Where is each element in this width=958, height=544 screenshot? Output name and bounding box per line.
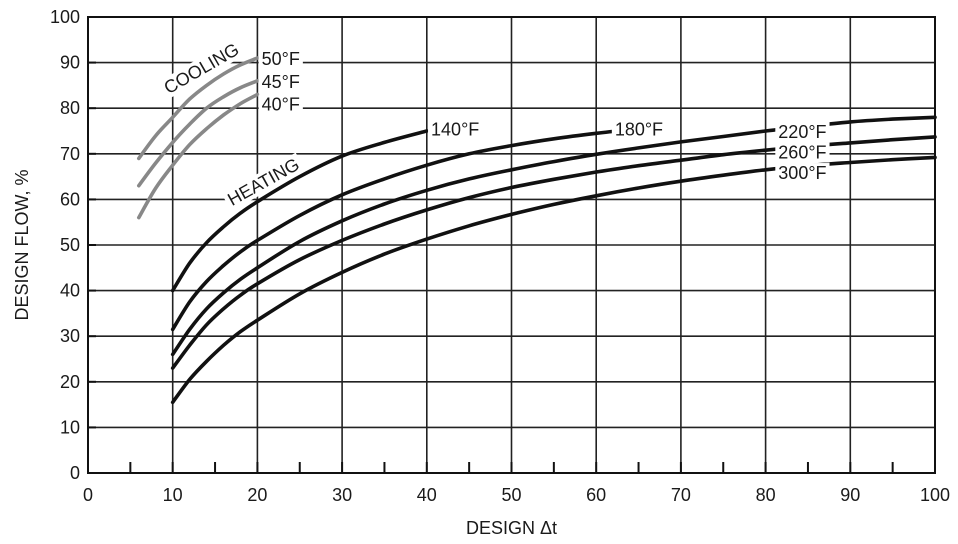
y-tick-label-40: 40	[60, 281, 80, 301]
x-tick-label-0: 0	[83, 485, 93, 505]
series-label-bg-180f	[611, 119, 667, 140]
series-label-bg-50f	[258, 49, 303, 70]
y-tick-label-30: 30	[60, 326, 80, 346]
annotation-bg-heating	[221, 152, 306, 212]
y-tick-label-50: 50	[60, 235, 80, 255]
x-tick-label-100: 100	[920, 485, 950, 505]
x-tick-label-40: 40	[417, 485, 437, 505]
series-label-bg-45f	[258, 71, 303, 92]
series-label-bg-220f	[775, 122, 830, 142]
gridlines	[88, 17, 935, 473]
series-line-cooling-50f	[137, 56, 260, 161]
annotation-bg-cooling	[157, 37, 245, 100]
tick-labels: 0 10 20 30 40 50 60 70 80 90 100 0 10 20 30 40 50 60 70 80 9…	[50, 7, 950, 505]
y-tick-label-90: 90	[60, 53, 80, 73]
x-tick-label-70: 70	[671, 485, 691, 505]
series-line-cooling-45f	[137, 79, 260, 188]
y-tick-label-70: 70	[60, 144, 80, 164]
series-line-heating-140f	[170, 129, 429, 293]
x-tick-label-60: 60	[586, 485, 606, 505]
axes	[87, 16, 936, 474]
series-layer	[137, 56, 937, 405]
series-label-bg-40f	[258, 94, 303, 115]
y-tick-label-10: 10	[60, 417, 80, 437]
series-label-180f: 180°F	[615, 120, 663, 140]
x-tick-label-20: 20	[247, 485, 267, 505]
y-tick-label-0: 0	[70, 463, 80, 483]
y-tick-label-100: 100	[50, 7, 80, 27]
series-label-bg-260f	[775, 142, 830, 163]
x-tick-label-80: 80	[756, 485, 776, 505]
y-tick-label-60: 60	[60, 189, 80, 209]
y-tick-label-20: 20	[60, 372, 80, 392]
x-tick-label-90: 90	[840, 485, 860, 505]
series-label-40f: 40°F	[262, 95, 300, 115]
series-label-260f: 260°F	[778, 143, 826, 163]
series-label-50f: 50°F	[262, 49, 300, 69]
series-label-220f: 220°F	[778, 122, 826, 142]
series-label-bg-300f	[775, 163, 830, 184]
y-axis-title: DESIGN FLOW, %	[12, 169, 32, 320]
series-line-cooling-40f	[137, 92, 260, 220]
series-label-bg-140f	[428, 119, 483, 140]
series-label-45f: 45°F	[262, 72, 300, 92]
series-label-140f: 140°F	[431, 120, 479, 140]
y-tick-label-80: 80	[60, 98, 80, 118]
x-tick-label-30: 30	[332, 485, 352, 505]
x-tick-label-10: 10	[163, 485, 183, 505]
series-label-300f: 300°F	[778, 163, 826, 183]
series-line-heating-180f	[170, 127, 632, 332]
series-line-heating-300f	[170, 155, 937, 405]
x-axis-title: DESIGN Δt	[466, 518, 557, 538]
x-tick-label-50: 50	[501, 485, 521, 505]
